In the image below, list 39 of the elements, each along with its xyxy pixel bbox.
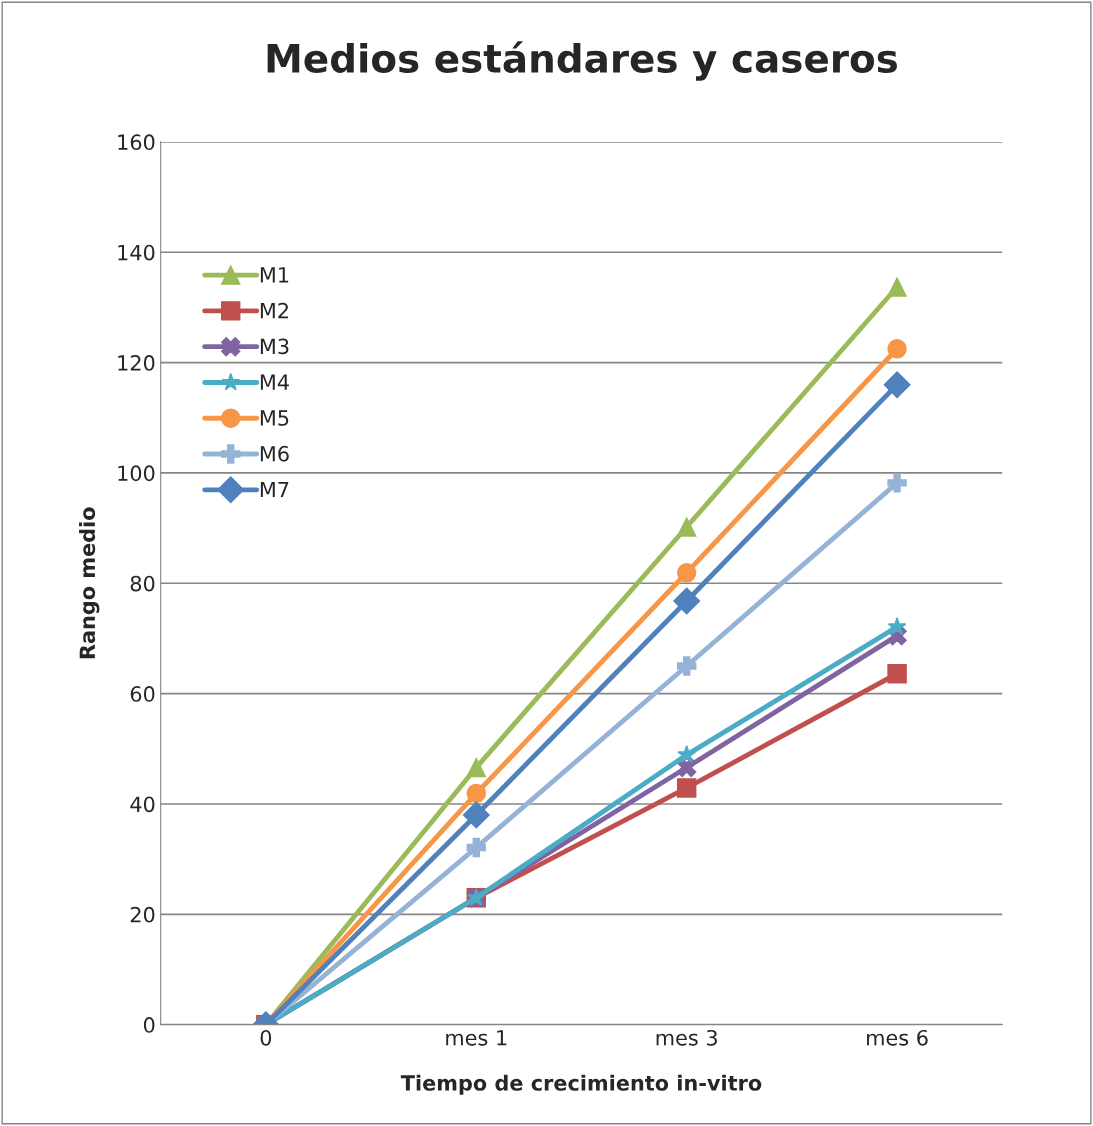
point <box>887 339 907 359</box>
chart-title: Medios estándares y caseros <box>267 41 898 81</box>
legend-label: M5 <box>260 410 289 426</box>
legend-label: M3 <box>260 338 289 355</box>
x-tick-label: mes 6 <box>867 1029 928 1046</box>
point <box>676 778 697 798</box>
point <box>466 757 486 778</box>
x-axis-title: Tiempo de crecimiento in-vitro <box>400 1074 762 1095</box>
point <box>466 783 486 804</box>
legend-label: M4 <box>260 374 289 390</box>
point <box>676 656 697 676</box>
y-tick-label: 20 <box>130 906 155 923</box>
y-tick-label: 120 <box>118 355 155 371</box>
y-tick-label: 80 <box>130 575 155 592</box>
legend-label: M2 <box>260 302 288 319</box>
x-tick-label: mes 1 <box>446 1030 507 1046</box>
point <box>462 801 490 829</box>
y-tick-label: 140 <box>118 244 155 261</box>
y-tick-label: 60 <box>130 686 155 702</box>
legend-label: M1 <box>260 267 289 283</box>
point <box>887 473 907 493</box>
legend-label: M7 <box>260 481 289 498</box>
point <box>887 277 907 297</box>
y-tick-label: 0 <box>143 1017 155 1033</box>
point <box>676 563 697 583</box>
y-tick-label: 100 <box>118 465 155 482</box>
y-tick-label: 160 <box>118 134 155 151</box>
point <box>673 587 701 615</box>
point <box>887 664 907 684</box>
x-tick-label: mes 3 <box>656 1029 717 1046</box>
x-tick-label: 0 <box>260 1029 272 1046</box>
y-tick-label: 40 <box>130 796 155 813</box>
point <box>677 745 696 763</box>
point <box>676 517 697 537</box>
legend-label: M6 <box>260 445 289 462</box>
point <box>887 617 907 635</box>
y-axis-title: Rango medio <box>79 507 100 659</box>
point <box>466 837 486 858</box>
point <box>883 371 911 399</box>
